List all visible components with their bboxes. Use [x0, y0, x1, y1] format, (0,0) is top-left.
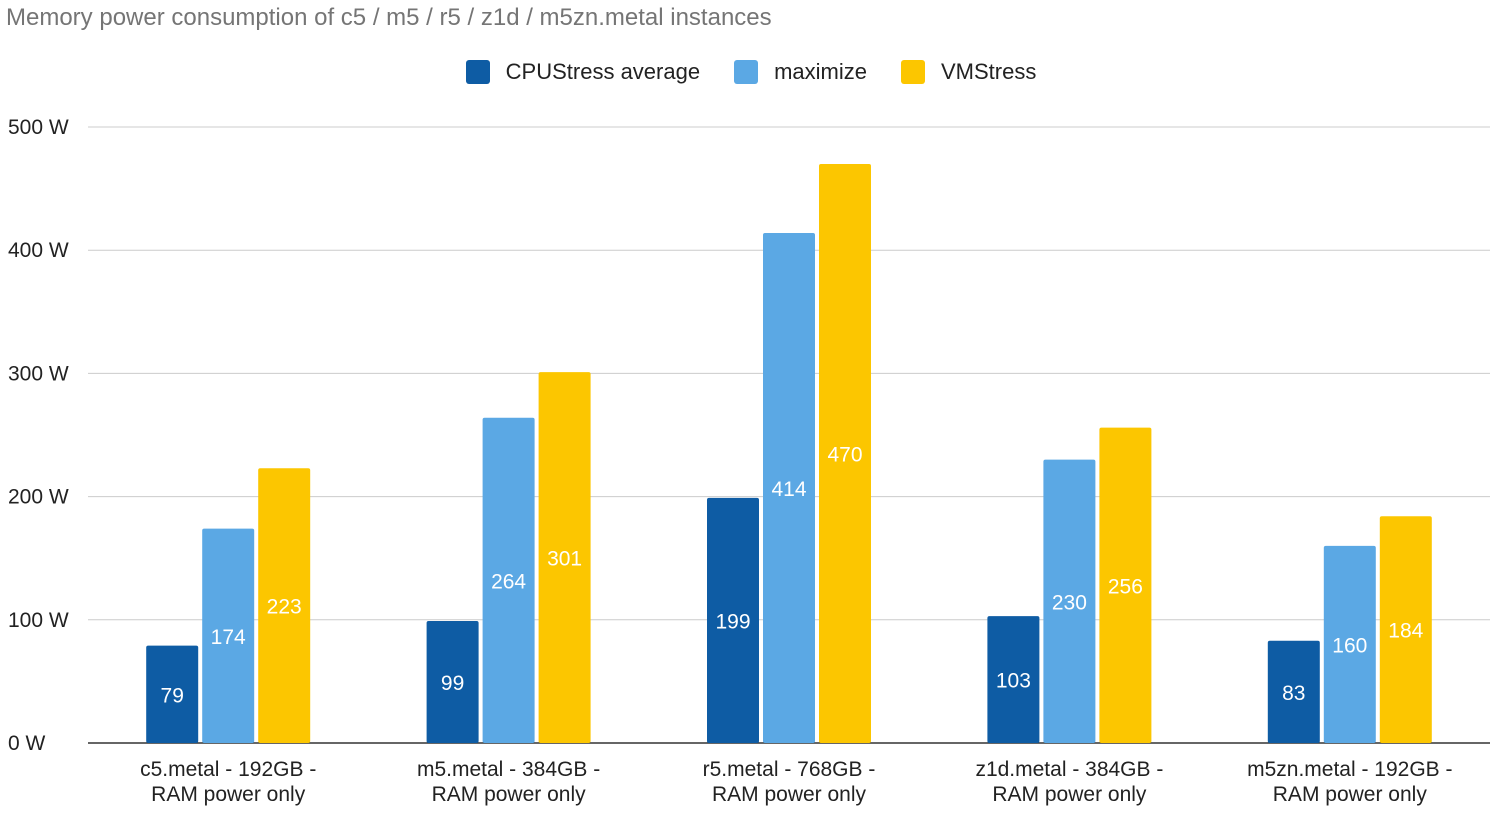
- data-label: 83: [1282, 682, 1305, 705]
- data-label: 414: [771, 478, 806, 501]
- data-label: 79: [161, 684, 184, 707]
- bar: [258, 468, 311, 743]
- legend-swatch-vmstress: [900, 60, 925, 84]
- data-label: 301: [547, 548, 582, 571]
- x-tick-label: RAM power only: [1273, 783, 1428, 806]
- x-tick-label: RAM power only: [992, 783, 1147, 806]
- data-label: 99: [441, 672, 464, 695]
- x-tick-label: RAM power only: [432, 783, 587, 806]
- data-label: 174: [211, 626, 246, 649]
- data-label: 256: [1108, 575, 1143, 598]
- legend-item-maximize: maximize: [734, 59, 867, 85]
- legend-swatch-maximize: [734, 60, 759, 84]
- data-label: 160: [1332, 634, 1367, 657]
- legend-label-cpustress: CPUStress average: [505, 59, 701, 84]
- bar: [707, 497, 759, 743]
- bar: [1043, 459, 1096, 743]
- legend-swatch-cpustress: [465, 60, 490, 84]
- bar: [1379, 516, 1432, 743]
- bar: [426, 621, 479, 743]
- data-label: 199: [715, 610, 750, 633]
- legend-label-maximize: maximize: [774, 59, 867, 84]
- data-label: 184: [1388, 620, 1423, 643]
- y-tick-label: 300 W: [8, 362, 69, 385]
- data-label: 103: [996, 670, 1031, 693]
- x-tick-label: m5.metal - 384GB -: [417, 758, 600, 781]
- y-tick-label: 0 W: [8, 732, 46, 755]
- data-label: 264: [491, 570, 526, 593]
- bar: [538, 372, 591, 743]
- legend-item-vmstress: VMStress: [900, 59, 1037, 85]
- x-tick-label: RAM power only: [712, 783, 867, 806]
- bar: [987, 616, 1040, 743]
- x-tick-label: c5.metal - 192GB -: [140, 758, 316, 781]
- y-tick-label: 400 W: [8, 239, 69, 262]
- bar: [1323, 545, 1376, 743]
- bar: [202, 528, 255, 743]
- chart-title: Memory power consumption of c5 / m5 / r5…: [6, 4, 772, 31]
- data-label: 230: [1052, 591, 1087, 614]
- legend-label-vmstress: VMStress: [940, 59, 1037, 84]
- x-tick-label: m5zn.metal - 192GB -: [1247, 758, 1452, 781]
- data-label: 470: [827, 443, 862, 466]
- bar: [146, 645, 199, 743]
- data-label: 223: [267, 596, 302, 619]
- bar: [1099, 427, 1152, 743]
- y-tick-label: 100 W: [8, 609, 69, 632]
- legend-item-cpustress: CPUStress average: [465, 59, 701, 85]
- y-tick-label: 500 W: [8, 116, 69, 139]
- y-tick-label: 200 W: [8, 486, 69, 509]
- bar: [763, 232, 815, 743]
- bar: [1267, 640, 1320, 743]
- bar: [482, 417, 535, 743]
- x-tick-label: RAM power only: [151, 783, 306, 806]
- legend: CPUStress average maximize VMStress: [0, 59, 1502, 85]
- x-tick-label: r5.metal - 768GB -: [703, 758, 876, 781]
- x-tick-label: z1d.metal - 384GB -: [975, 758, 1163, 781]
- bar: [819, 163, 871, 743]
